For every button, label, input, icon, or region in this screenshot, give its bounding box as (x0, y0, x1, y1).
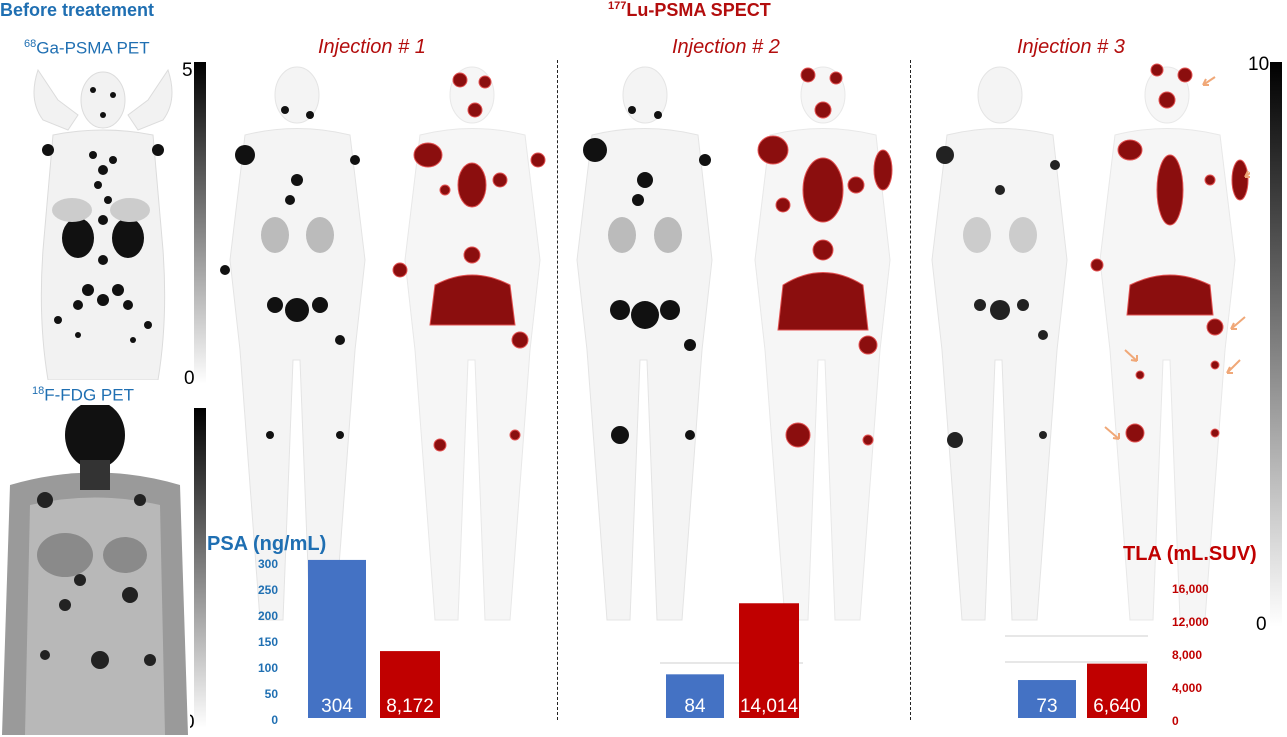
injection-1-label: Injection # 1 (318, 36, 426, 58)
ga-scale-max: 5 (182, 60, 193, 81)
injection-3-label: Injection # 3 (1017, 36, 1125, 58)
psa-value-label: 73 (1036, 696, 1057, 717)
fdg-pet-body-image (0, 405, 190, 735)
psa-tick-label: 50 (265, 687, 279, 701)
tla-value-label: 14,014 (740, 696, 799, 717)
psa-value-label: 304 (321, 696, 353, 717)
tla-bar (739, 603, 799, 718)
tla-tick-label: 12,000 (1172, 615, 1209, 629)
fdg-pet-label: 18F-FDG PET (32, 385, 134, 405)
tla-value-label: 6,640 (1093, 696, 1141, 717)
psa-tick-label: 0 (271, 713, 278, 727)
separator-2 (910, 60, 911, 720)
psa-bar (308, 559, 366, 718)
psa-value-label: 84 (684, 696, 706, 717)
spect-colorbar (1270, 62, 1282, 627)
arrows (1104, 76, 1250, 440)
spect-gray-image-3 (931, 66, 1068, 621)
spect-gray-image-2 (576, 66, 713, 621)
ga-pet-body-image (33, 68, 173, 380)
psa-bar (1018, 680, 1076, 718)
psa-axis-title: PSA (ng/mL) (207, 533, 327, 555)
tla-tick-label: 16,000 (1172, 582, 1209, 596)
tla-axis-title: TLA (mL.SUV) (1123, 543, 1257, 565)
ga-pet-label: 68Ga-PSMA PET (24, 38, 150, 58)
psa-tick-label: 250 (258, 583, 278, 597)
spect-voi-image-2 (754, 66, 893, 621)
tla-bar (1087, 663, 1147, 718)
spect-voi-image-3 (1090, 63, 1250, 621)
separator-1 (557, 60, 558, 720)
psa-tick-label: 150 (258, 635, 278, 649)
tla-tick-label: 0 (1172, 714, 1179, 728)
tla-tick-label: 8,000 (1172, 648, 1202, 662)
spect-scale-min: 0 (1256, 614, 1267, 635)
psa-tick-label: 100 (258, 661, 278, 675)
tla-tick-label: 4,000 (1172, 681, 1202, 695)
injection-2-label: Injection # 2 (672, 36, 780, 58)
ga-pet-colorbar (194, 62, 206, 384)
tla-bar (380, 651, 440, 718)
fdg-pet-colorbar (194, 408, 206, 728)
tla-axis: 16,000 12,000 8,000 4,000 0 (1172, 582, 1209, 728)
psa-tick-label: 300 (258, 557, 278, 571)
ga-scale-min: 0 (184, 368, 195, 389)
tla-value-label: 8,172 (386, 696, 434, 717)
psa-tick-label: 200 (258, 609, 278, 623)
spect-scale-max: 10 (1248, 54, 1270, 75)
psa-bar (666, 674, 724, 718)
spect-voi-image-1 (392, 66, 546, 621)
spect-title: 177Lu-PSMA SPECT (608, 0, 771, 20)
spect-gray-image-1 (220, 66, 366, 621)
before-treatment-title: Before treatement (0, 0, 155, 20)
psa-axis: 300 250 200 150 100 50 0 (258, 557, 279, 727)
